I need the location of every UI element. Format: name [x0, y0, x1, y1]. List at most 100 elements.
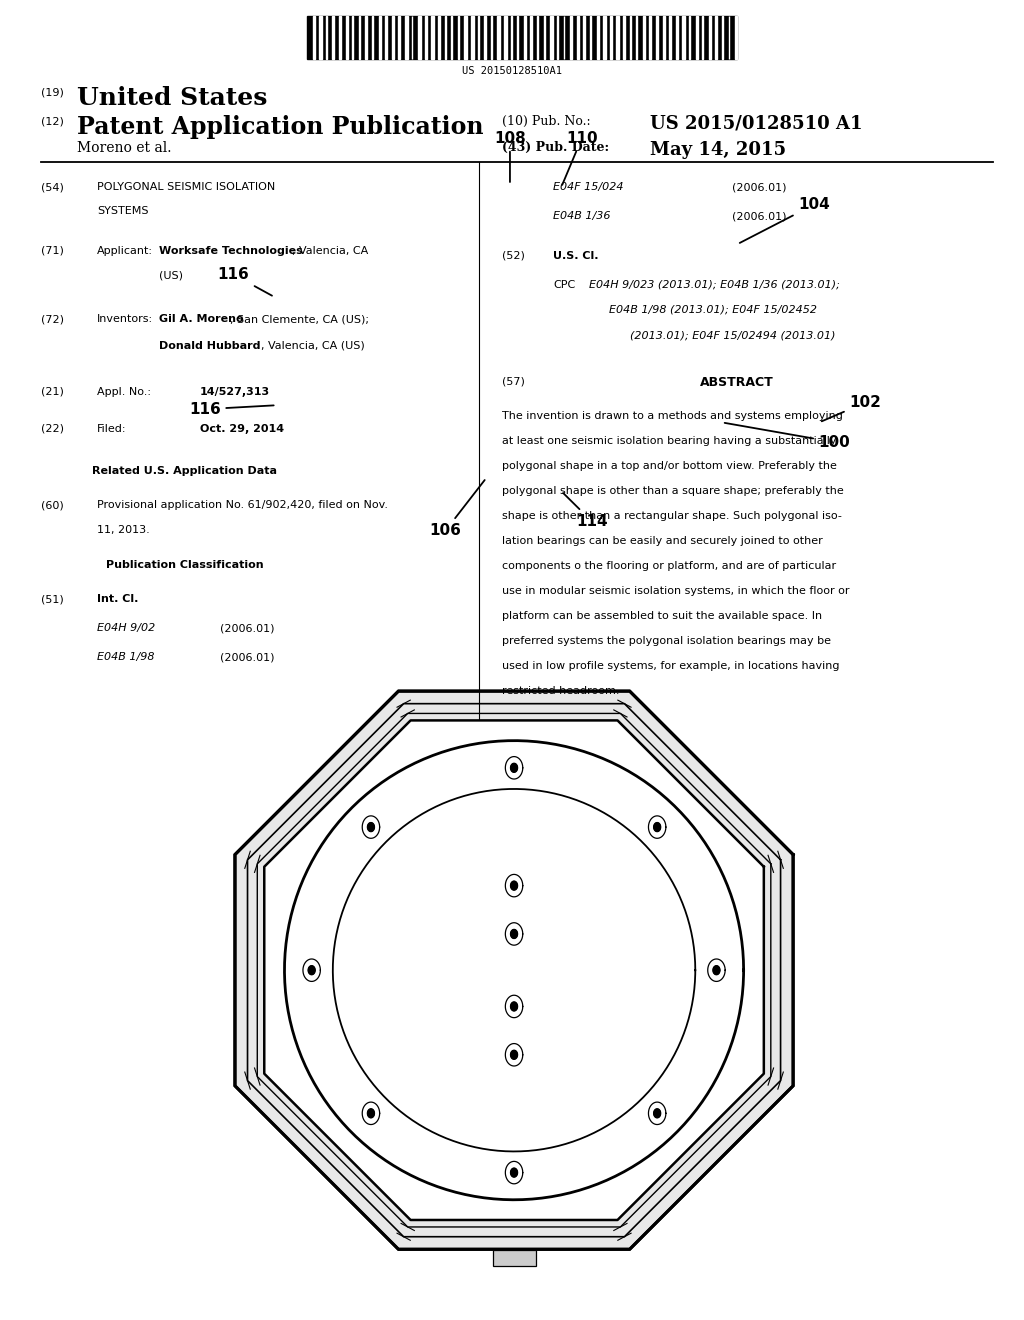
Text: The invention is drawn to a methods and systems employing: The invention is drawn to a methods and … [502, 411, 843, 421]
Polygon shape [511, 1051, 517, 1059]
Bar [345, 16, 348, 59]
Text: 116: 116 [188, 401, 273, 417]
Bar [312, 16, 314, 59]
Bar [339, 16, 341, 59]
Text: 108: 108 [494, 131, 526, 182]
Text: restricted headroom.: restricted headroom. [502, 686, 620, 697]
Bar [504, 16, 507, 59]
Polygon shape [511, 882, 517, 890]
Bar [623, 16, 625, 59]
Text: preferred systems the polygonal isolation bearings may be: preferred systems the polygonal isolatio… [502, 636, 830, 647]
Bar [530, 16, 531, 59]
Text: , Valencia, CA: , Valencia, CA [292, 246, 368, 256]
Text: (2006.01): (2006.01) [732, 211, 786, 222]
Bar [656, 16, 658, 59]
Text: 104: 104 [739, 197, 830, 243]
Polygon shape [511, 1002, 517, 1011]
Text: 14/527,313: 14/527,313 [200, 387, 269, 397]
Text: polygonal shape in a top and/or bottom view. Preferably the: polygonal shape in a top and/or bottom v… [502, 461, 837, 471]
Text: 100: 100 [725, 422, 851, 450]
Text: E04B 1/98 (2013.01); E04F 15/02452: E04B 1/98 (2013.01); E04F 15/02452 [609, 305, 817, 315]
Text: shape is other than a rectangular shape. Such polygonal iso-: shape is other than a rectangular shape.… [502, 511, 842, 521]
Bar [663, 16, 666, 59]
Text: platform can be assembled to suit the available space. In: platform can be assembled to suit the av… [502, 611, 822, 622]
Text: (2006.01): (2006.01) [220, 652, 274, 663]
Text: components o the flooring or platform, and are of particular: components o the flooring or platform, a… [502, 561, 836, 572]
Text: CPC: CPC [553, 280, 575, 290]
Bar [333, 16, 335, 59]
Text: polygonal shape is other than a square shape; preferably the: polygonal shape is other than a square s… [502, 486, 844, 496]
Bar [372, 16, 374, 59]
Polygon shape [234, 692, 794, 1249]
Text: (60): (60) [41, 500, 63, 511]
Text: 11, 2013.: 11, 2013. [97, 525, 151, 536]
Bar [392, 16, 394, 59]
Bar [670, 16, 672, 59]
Text: E04H 9/02: E04H 9/02 [97, 623, 156, 634]
Text: , San Clemente, CA (US);: , San Clemente, CA (US); [230, 314, 370, 325]
Text: United States: United States [77, 86, 267, 110]
Text: Moreno et al.: Moreno et al. [77, 141, 171, 156]
Polygon shape [653, 822, 660, 832]
Text: SYSTEMS: SYSTEMS [97, 206, 148, 216]
Bar [444, 16, 446, 59]
Text: E04F 15/024: E04F 15/024 [553, 182, 624, 193]
Bar [524, 16, 526, 59]
Text: (51): (51) [41, 594, 63, 605]
Polygon shape [511, 929, 517, 939]
Bar [609, 16, 612, 59]
Text: Worksafe Technologies: Worksafe Technologies [159, 246, 302, 256]
Polygon shape [368, 1109, 375, 1118]
Text: Inventors:: Inventors: [97, 314, 154, 325]
Text: E04B 1/98: E04B 1/98 [97, 652, 155, 663]
Text: (12): (12) [41, 116, 63, 127]
Bar [643, 16, 645, 59]
Text: Applicant:: Applicant: [97, 246, 154, 256]
Text: (2006.01): (2006.01) [220, 623, 274, 634]
Text: (54): (54) [41, 182, 63, 193]
Bar [431, 16, 434, 59]
Text: used in low profile systems, for example, in locations having: used in low profile systems, for example… [502, 661, 840, 672]
Bar [379, 16, 381, 59]
Bar [498, 16, 500, 59]
Text: (71): (71) [41, 246, 63, 256]
Bar [716, 16, 718, 59]
Bar [550, 16, 553, 59]
Text: Publication Classification: Publication Classification [105, 560, 263, 570]
Text: (22): (22) [41, 424, 63, 434]
Bar [577, 16, 579, 59]
Polygon shape [511, 1168, 517, 1177]
Polygon shape [511, 763, 517, 772]
Polygon shape [368, 822, 375, 832]
Bar [649, 16, 650, 59]
Bar [603, 16, 606, 59]
Text: Gil A. Moreno: Gil A. Moreno [159, 314, 244, 325]
Bar [465, 16, 467, 59]
Text: Provisional application No. 61/902,420, filed on Nov.: Provisional application No. 61/902,420, … [97, 500, 388, 511]
Text: POLYGONAL SEISMIC ISOLATION: POLYGONAL SEISMIC ISOLATION [97, 182, 275, 193]
Text: U.S. Cl.: U.S. Cl. [553, 251, 598, 261]
Text: Patent Application Publication: Patent Application Publication [77, 115, 483, 139]
Text: US 2015/0128510 A1: US 2015/0128510 A1 [650, 115, 863, 133]
Text: Filed:: Filed: [97, 424, 127, 434]
Text: at least one seismic isolation bearing having a substantially: at least one seismic isolation bearing h… [502, 436, 837, 446]
Bar [538, 16, 539, 59]
Text: (2013.01); E04F 15/02494 (2013.01): (2013.01); E04F 15/02494 (2013.01) [630, 330, 836, 341]
Text: 114: 114 [563, 492, 607, 529]
Text: (57): (57) [502, 376, 524, 387]
Polygon shape [264, 721, 764, 1220]
Bar [570, 16, 572, 59]
Text: Donald Hubbard: Donald Hubbard [159, 341, 260, 351]
Text: 110: 110 [562, 131, 597, 185]
Text: (72): (72) [41, 314, 63, 325]
Bar [418, 16, 421, 59]
Bar [471, 16, 474, 59]
Text: , Valencia, CA (US): , Valencia, CA (US) [261, 341, 365, 351]
Text: ABSTRACT: ABSTRACT [700, 376, 774, 389]
Polygon shape [653, 1109, 660, 1118]
Polygon shape [713, 966, 720, 974]
Bar [319, 16, 322, 59]
Polygon shape [285, 741, 743, 1200]
Bar [490, 16, 493, 59]
Text: 102: 102 [821, 395, 882, 421]
